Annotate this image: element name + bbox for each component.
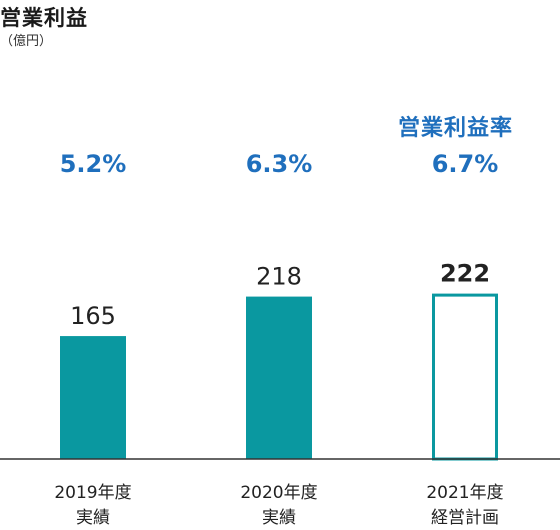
category-label-2-line-1: 2020年度	[240, 483, 317, 503]
chart-title: 営業利益	[0, 6, 88, 30]
value-label-3: 222	[440, 260, 490, 288]
category-label-1-line-2: 実績	[76, 508, 110, 528]
margin-label-3: 6.7%	[432, 150, 499, 178]
category-label-2-line-2: 実績	[262, 508, 296, 528]
bar-1	[60, 336, 126, 459]
margin-label-1: 5.2%	[60, 150, 127, 178]
operating-margin-heading: 営業利益率	[398, 116, 514, 141]
category-label-3-line-2: 経営計画	[431, 508, 499, 528]
bar-2	[246, 296, 312, 459]
value-label-2: 218	[256, 263, 302, 291]
chart-unit-label: （億円）	[0, 34, 53, 49]
value-label-1: 165	[70, 302, 116, 330]
bar-3	[432, 293, 498, 461]
category-label-1-line-1: 2019年度	[54, 483, 131, 503]
margin-label-2: 6.3%	[246, 150, 313, 178]
category-label-3-line-1: 2021年度	[426, 483, 503, 503]
